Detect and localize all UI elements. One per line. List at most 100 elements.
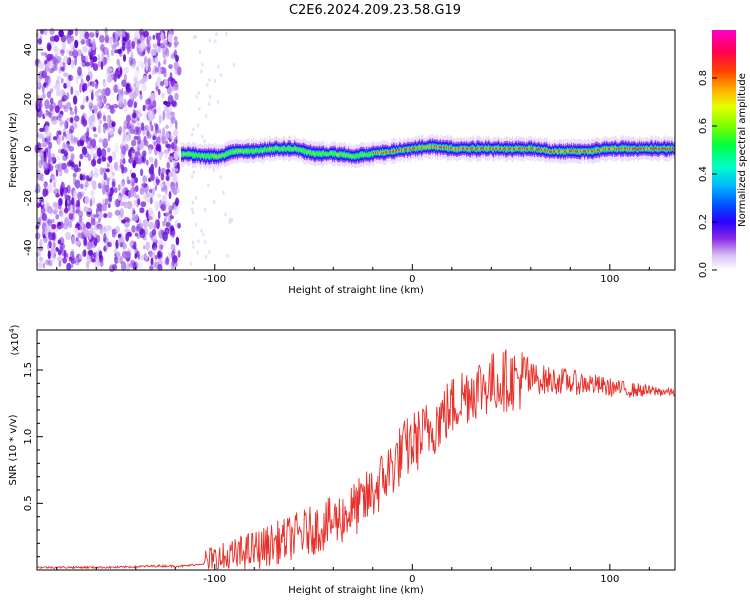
signal-core [599, 149, 601, 152]
noise-speckle [225, 31, 228, 36]
signal-core [626, 147, 628, 150]
noise-speckle [85, 55, 89, 63]
signal-core [461, 147, 463, 150]
noise-speckle [54, 45, 58, 54]
signal-core [213, 155, 215, 158]
noise-speckle [41, 84, 45, 94]
noise-speckle [166, 84, 172, 95]
noise-speckle [118, 94, 124, 104]
noise-speckle [77, 140, 82, 147]
signal-core [237, 150, 239, 153]
noise-speckle [59, 110, 64, 116]
noise-speckle [163, 79, 169, 87]
noise-speckle [163, 100, 168, 105]
signal-core [306, 151, 308, 154]
signal-core [546, 149, 548, 152]
noise-speckle [147, 125, 150, 131]
noise-speckle [82, 45, 88, 54]
x-tick-label: 100 [600, 574, 619, 585]
signal-core [438, 146, 440, 149]
signal-core [301, 149, 303, 152]
noise-speckle [101, 80, 106, 85]
signal-core [650, 147, 652, 150]
signal-core [553, 150, 555, 153]
signal-core [334, 152, 336, 155]
signal-core [225, 153, 227, 156]
noise-speckle [150, 257, 154, 266]
signal-core [457, 148, 459, 151]
noise-speckle [224, 212, 227, 217]
signal-core [557, 150, 559, 153]
noise-speckle [80, 135, 86, 141]
y-tick-label: 20 [23, 93, 34, 106]
noise-speckle [134, 87, 139, 94]
noise-speckle [192, 244, 195, 249]
signal-core [274, 148, 276, 151]
noise-speckle [77, 49, 83, 57]
signal-core [627, 148, 629, 151]
signal-core [663, 147, 665, 150]
noise-speckle [165, 200, 171, 207]
noise-speckle [152, 136, 157, 141]
snr-y-ticks: 0.5 1.0 1.5 [23, 342, 43, 558]
noise-speckle [44, 148, 48, 153]
noise-speckle [59, 66, 65, 72]
signal-core [190, 153, 192, 155]
noise-speckle [138, 58, 143, 68]
signal-core [475, 148, 477, 151]
noise-speckle [109, 264, 115, 273]
noise-speckle [58, 260, 62, 267]
noise-speckle [173, 254, 178, 262]
noise-speckle [133, 241, 137, 250]
x-tick-label: 0 [409, 274, 415, 285]
noise-speckle [72, 207, 76, 216]
colorbar-tick-label: 0.0 [698, 262, 709, 278]
signal-core [655, 147, 657, 150]
noise-speckle [123, 106, 128, 112]
signal-core [417, 147, 419, 150]
signal-core [446, 146, 448, 149]
signal-core [493, 148, 495, 151]
noise-speckle [84, 195, 89, 205]
signal-core [263, 149, 265, 151]
noise-speckle [120, 236, 125, 244]
noise-speckle [63, 150, 68, 157]
signal-core [305, 150, 307, 153]
signal-core [185, 153, 187, 155]
noise-speckle [164, 130, 170, 140]
noise-speckle [195, 94, 198, 99]
signal-core [639, 147, 641, 150]
noise-speckle [102, 138, 109, 149]
noise-speckle [120, 181, 124, 187]
signal-core [518, 147, 520, 150]
signal-core [316, 152, 318, 155]
signal-core [224, 154, 226, 157]
noise-speckle [128, 126, 133, 132]
noise-speckle [170, 243, 176, 251]
noise-speckle [78, 210, 84, 218]
signal-core [281, 147, 283, 150]
signal-core [611, 147, 613, 150]
signal-core [351, 155, 353, 158]
signal-core [470, 148, 472, 151]
signal-core [515, 147, 517, 150]
noise-speckle [156, 66, 162, 75]
noise-speckle [74, 39, 79, 49]
x-tick-label: 0 [409, 574, 415, 585]
signal-core [487, 147, 489, 150]
noise-speckle [94, 213, 99, 218]
signal-core [376, 151, 378, 154]
signal-core [232, 150, 234, 153]
signal-core [455, 148, 457, 151]
signal-core [530, 147, 532, 150]
noise-speckle [161, 201, 167, 212]
noise-speckle [60, 242, 64, 252]
signal-core [571, 149, 573, 152]
colorbar: 0.0 0.2 0.4 0.6 0.8 Normalized spectral ampl… [698, 30, 748, 278]
noise-speckle [208, 94, 212, 99]
noise-speckle [66, 134, 71, 141]
snr-y-label: SNR (10 * v/v) [8, 414, 19, 485]
signal-core [510, 147, 512, 150]
noise-speckle [137, 198, 141, 206]
signal-core [435, 146, 437, 149]
